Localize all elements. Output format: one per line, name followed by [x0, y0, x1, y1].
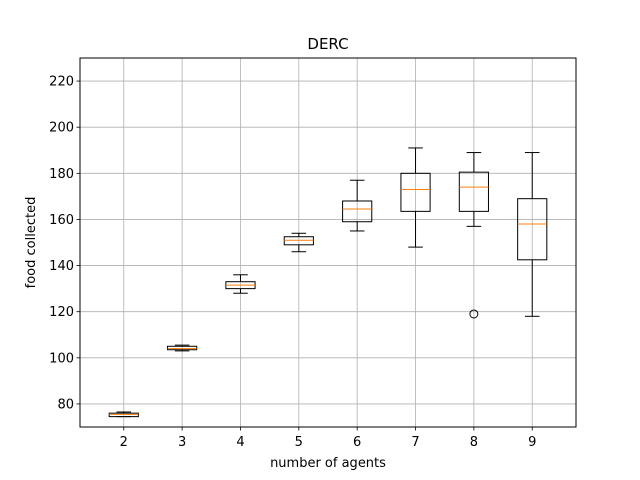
y-tick-label: 80 — [57, 397, 74, 412]
x-tick-label: 5 — [295, 435, 303, 450]
y-tick-label: 220 — [49, 75, 74, 90]
y-axis-label: food collected — [24, 197, 39, 289]
box-iqr — [108, 412, 139, 418]
box-9 — [517, 152, 548, 317]
box-8 — [458, 152, 489, 319]
x-tick-label: 4 — [236, 435, 244, 450]
box-iqr — [400, 172, 431, 212]
plot-area-frame — [79, 57, 577, 428]
box-6 — [342, 179, 373, 232]
y-tick-label: 120 — [49, 305, 74, 320]
box-iqr — [517, 198, 548, 261]
box-5 — [283, 232, 314, 253]
x-tick-label: 8 — [470, 435, 478, 450]
y-tick-label: 180 — [49, 167, 74, 182]
x-axis-label: number of agents — [270, 456, 386, 471]
y-tick-label: 160 — [49, 213, 74, 228]
box-iqr — [342, 200, 373, 223]
boxes — [108, 147, 548, 418]
x-tick-label: 3 — [178, 435, 186, 450]
chart-title: DERC — [307, 35, 348, 53]
box-7 — [400, 147, 431, 248]
x-tick-label: 9 — [528, 435, 536, 450]
y-tick-label: 140 — [49, 259, 74, 274]
ticks: 80 100 120 140 160 180 200 220 2 3 4 5 6 7 8 9 — [49, 75, 536, 450]
y-tick-label: 200 — [49, 121, 74, 136]
x-tick-label: 6 — [353, 435, 361, 450]
x-tick-label: 2 — [120, 435, 128, 450]
x-tick-label: 7 — [411, 435, 419, 450]
box-2 — [108, 411, 139, 418]
box-iqr — [458, 171, 489, 212]
outlier-point — [469, 309, 479, 319]
y-tick-label: 100 — [49, 351, 74, 366]
box-4 — [225, 274, 256, 294]
box-3 — [167, 344, 198, 352]
box-iqr — [283, 236, 314, 246]
box-iqr — [167, 345, 198, 351]
